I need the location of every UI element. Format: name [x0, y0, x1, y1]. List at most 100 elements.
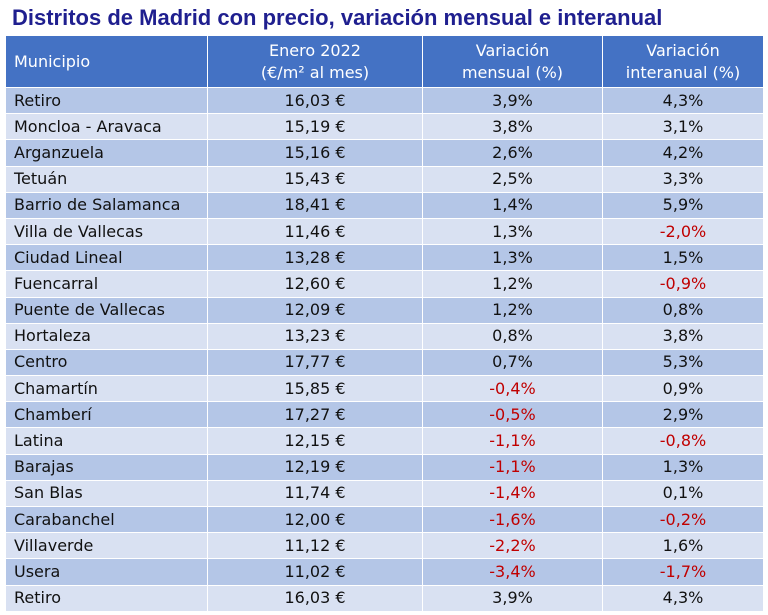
price-cell: 12,00 € [207, 505, 423, 534]
monthly-variation-cell: 3,8% [422, 113, 603, 141]
header-mensual-line2: mensual (%) [461, 62, 564, 82]
price-cell: 16,03 € [207, 584, 423, 612]
yearly-variation-cell: 5,3% [602, 348, 764, 377]
yearly-variation-cell: 5,9% [602, 191, 764, 219]
table-row: Retiro 16,03 €3,9% 4,3% [5, 584, 764, 612]
monthly-variation-cell: -3,4% [422, 558, 603, 586]
district-name-cell: San Blas [5, 479, 208, 508]
monthly-variation-cell: 2,6% [422, 139, 603, 167]
monthly-variation-cell: 0,7% [422, 348, 603, 377]
page-title: Distritos de Madrid con precio, variació… [12, 5, 663, 30]
yearly-variation-cell: 1,3% [602, 453, 764, 481]
table-row: Chamartín 15,85 € -0,4% 0,9% [5, 375, 764, 403]
header-precio: Enero 2022 (€/m² al mes) [207, 35, 423, 88]
district-name-cell: Chamberí [5, 401, 208, 429]
price-cell: 12,09 € [207, 296, 423, 324]
yearly-variation-cell: 3,8% [602, 322, 764, 350]
price-cell: 11,46 € [207, 217, 423, 246]
district-name-cell: Puente de Vallecas [5, 296, 208, 324]
yearly-variation-cell: 0,9% [602, 375, 764, 403]
yearly-variation-cell: 1,5% [602, 244, 764, 272]
monthly-variation-cell: -1,1% [422, 427, 603, 455]
monthly-variation-cell: 1,3% [422, 244, 603, 272]
price-cell: 15,19 € [207, 113, 423, 141]
district-name-cell: Retiro [5, 584, 208, 612]
monthly-variation-cell: 1,2% [422, 270, 603, 298]
district-name-cell: Centro [5, 348, 208, 377]
monthly-variation-cell: -0,5% [422, 401, 603, 429]
monthly-variation-cell: -1,6% [422, 505, 603, 534]
yearly-variation-cell: 4,3% [602, 86, 764, 115]
price-cell: 16,03 € [207, 86, 423, 115]
price-cell: 15,16 € [207, 139, 423, 167]
table-row: Usera 11,02 € -3,4% -1,7% [5, 558, 764, 586]
price-cell: 12,15 € [207, 427, 423, 455]
price-cell: 13,28 € [207, 244, 423, 272]
table-row: Carabanchel 12,00 € -1,6% -0,2% [5, 505, 764, 534]
table-row: Hortaleza 13,23 €0,8% 3,8% [5, 322, 764, 350]
monthly-variation-cell: 1,3% [422, 217, 603, 246]
monthly-variation-cell: -2,2% [422, 532, 603, 560]
header-interanual-line2: interanual (%) [625, 62, 741, 82]
district-name-cell: Latina [5, 427, 208, 455]
table-row: Villaverde 11,12 € -2,2% 1,6% [5, 532, 764, 560]
district-name-cell: Fuencarral [5, 270, 208, 298]
table-header-row: Municipio Enero 2022 (€/m² al mes) Varia… [5, 35, 764, 88]
price-cell: 15,85 € [207, 375, 423, 403]
header-mensual: Variación mensual (%) [422, 35, 603, 88]
header-precio-line2: (€/m² al mes) [260, 62, 370, 82]
yearly-variation-cell: 1,6% [602, 532, 764, 560]
header-interanual: Variación interanual (%) [602, 35, 764, 88]
price-cell: 15,43 € [207, 165, 423, 193]
yearly-variation-cell: 3,3% [602, 165, 764, 193]
price-cell: 11,74 € [207, 479, 423, 508]
price-cell: 11,12 € [207, 532, 423, 560]
monthly-variation-cell: -1,4% [422, 479, 603, 508]
district-name-cell: Arganzuela [5, 139, 208, 167]
table-row: Tetuán 15,43 €2,5% 3,3% [5, 165, 764, 193]
yearly-variation-cell: -2,0% [602, 217, 764, 246]
table-row: Latina 12,15 € -1,1% -0,8% [5, 427, 764, 455]
table-row: Barajas 12,19 € -1,1% 1,3% [5, 453, 764, 481]
table-row: Moncloa - Aravaca 15,19 €3,8% 3,1% [5, 113, 764, 141]
district-name-cell: Carabanchel [5, 505, 208, 534]
table-row: San Blas 11,74 € -1,4% 0,1% [5, 479, 764, 508]
table-row: Retiro 16,03 €3,9% 4,3% [5, 86, 764, 115]
price-cell: 12,60 € [207, 270, 423, 298]
district-name-cell: Villaverde [5, 532, 208, 560]
yearly-variation-cell: 3,1% [602, 113, 764, 141]
table-row: Ciudad Lineal 13,28 €1,3% 1,5% [5, 244, 764, 272]
header-municipio: Municipio [5, 35, 208, 88]
header-municipio-label: Municipio [14, 51, 91, 71]
price-cell: 18,41 € [207, 191, 423, 219]
yearly-variation-cell: -1,7% [602, 558, 764, 586]
districts-table: Municipio Enero 2022 (€/m² al mes) Varia… [5, 35, 764, 612]
yearly-variation-cell: -0,9% [602, 270, 764, 298]
price-cell: 17,27 € [207, 401, 423, 429]
yearly-variation-cell: 4,2% [602, 139, 764, 167]
table-row: Barrio de Salamanca 18,41 €1,4% 5,9% [5, 191, 764, 219]
district-name-cell: Moncloa - Aravaca [5, 113, 208, 141]
price-cell: 11,02 € [207, 558, 423, 586]
yearly-variation-cell: -0,8% [602, 427, 764, 455]
monthly-variation-cell: -0,4% [422, 375, 603, 403]
monthly-variation-cell: 1,4% [422, 191, 603, 219]
header-mensual-line1: Variación [475, 40, 550, 60]
price-cell: 13,23 € [207, 322, 423, 350]
monthly-variation-cell: -1,1% [422, 453, 603, 481]
monthly-variation-cell: 3,9% [422, 86, 603, 115]
yearly-variation-cell: 2,9% [602, 401, 764, 429]
district-name-cell: Usera [5, 558, 208, 586]
district-name-cell: Ciudad Lineal [5, 244, 208, 272]
monthly-variation-cell: 1,2% [422, 296, 603, 324]
yearly-variation-cell: 0,1% [602, 479, 764, 508]
district-name-cell: Hortaleza [5, 322, 208, 350]
price-cell: 12,19 € [207, 453, 423, 481]
district-name-cell: Barajas [5, 453, 208, 481]
table-row: Chamberí 17,27 € -0,5% 2,9% [5, 401, 764, 429]
monthly-variation-cell: 2,5% [422, 165, 603, 193]
table-row: Villa de Vallecas 11,46 €1,3% -2,0% [5, 217, 764, 246]
header-precio-line1: Enero 2022 [269, 40, 361, 60]
yearly-variation-cell: 4,3% [602, 584, 764, 612]
yearly-variation-cell: 0,8% [602, 296, 764, 324]
